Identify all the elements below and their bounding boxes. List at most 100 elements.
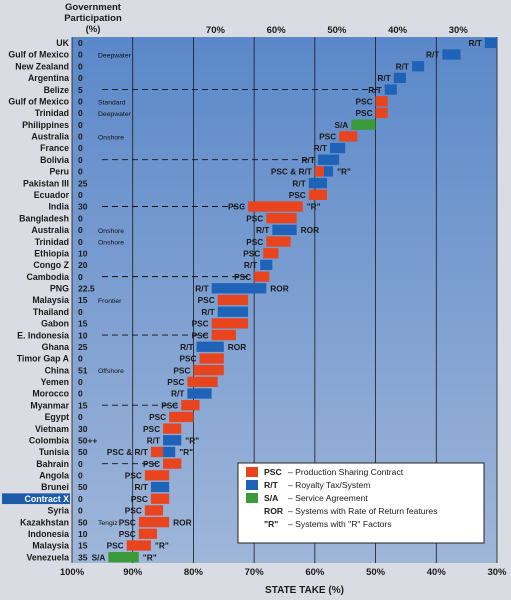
ror-annotation: ROR: [228, 342, 246, 352]
participation-value: 0: [78, 377, 83, 387]
country-label: Gabon: [41, 319, 69, 329]
bar-psc: [339, 131, 358, 142]
bar-psc: [193, 364, 224, 376]
country-label: E. Indonesia: [17, 330, 69, 340]
x-tick-label-top: 70%: [206, 25, 226, 36]
bar-type-label: PSC: [107, 541, 124, 551]
r-factor-annotation: "R": [155, 541, 169, 551]
bar-psc: [187, 376, 218, 387]
country-label: Brunei: [41, 482, 69, 492]
country-label: Colombia: [29, 435, 69, 445]
participation-value: 15: [78, 319, 88, 329]
country-label: France: [40, 143, 69, 153]
country-label: Malaysia: [32, 295, 69, 305]
x-tick-label-bottom: 40%: [427, 567, 447, 578]
bar-s-a: [108, 552, 139, 563]
bar-type-label: R/T: [147, 435, 160, 445]
legend-box: [237, 462, 485, 544]
country-label: Ghana: [42, 342, 69, 352]
participation-value: 15: [78, 295, 88, 305]
participation-value: 0: [78, 389, 83, 399]
participation-value: 0: [78, 354, 83, 364]
country-label: Trinidad: [35, 237, 69, 247]
x-tick-label-top: 40%: [388, 25, 408, 36]
x-tick-label-top: 30%: [449, 25, 469, 36]
bar-r-t: [163, 435, 182, 446]
country-label: Yemen: [41, 377, 69, 387]
participation-value: 20: [78, 260, 88, 270]
legend-swatch-psc: [246, 467, 258, 477]
legend-code: ROR: [264, 506, 284, 516]
bar-r-t: [308, 177, 327, 189]
country-label: Vietnam: [35, 424, 69, 434]
bar-type-label: R/T: [171, 389, 184, 399]
country-label: Ethiopia: [34, 248, 69, 258]
bar-psc: [375, 96, 388, 107]
legend-code: PSC: [264, 467, 282, 477]
bar-type-label: PSC: [356, 96, 373, 106]
legend-code: R/T: [264, 480, 279, 490]
row-note: Deepwater: [98, 53, 132, 60]
r-factor-annotation: "R": [307, 202, 321, 212]
x-tick-label-bottom: 50%: [366, 567, 386, 578]
bar-psc: [144, 470, 170, 481]
bar-r-t: [330, 142, 346, 154]
country-label: Syria: [47, 506, 69, 516]
row-note: Offshore: [98, 368, 124, 375]
bar-type-label: R/T: [135, 482, 148, 492]
row-note: Tengiz: [98, 520, 118, 527]
participation-value: 0: [78, 190, 83, 200]
participation-value: 35: [78, 552, 88, 562]
bar-type-label: PSC & R/T: [107, 447, 148, 457]
bar-type-label: PSC: [246, 237, 263, 247]
participation-value: 0: [78, 96, 83, 106]
bar-r-t: [211, 283, 267, 294]
bar-psc: [181, 400, 200, 411]
participation-value: 0: [78, 50, 83, 60]
participation-value: 25: [78, 178, 88, 188]
bar-r-t: [384, 84, 397, 95]
country-label: Thailand: [33, 307, 69, 317]
row-note: Deepwater: [98, 111, 132, 118]
participation-value: 0: [78, 108, 83, 118]
legend-code: "R": [264, 519, 278, 529]
legend-code: S/A: [264, 493, 278, 503]
row-note: Onshore: [98, 240, 124, 247]
bar-psc: [144, 505, 164, 516]
bar-type-label: PSC: [289, 190, 306, 200]
participation-value: 0: [78, 120, 83, 130]
bar-type-label: R/T: [244, 260, 257, 270]
bar-psc: [169, 411, 194, 423]
bar-r-t: [260, 259, 273, 271]
x-tick-label-bottom: 60%: [305, 567, 325, 578]
row-note: Onshore: [98, 228, 124, 235]
bar-type-label: R/T: [195, 284, 208, 294]
bar-r-t: [412, 61, 425, 72]
bar-type-label: PSC: [119, 529, 136, 539]
country-label: Timor Gap A: [17, 354, 70, 364]
header-line-1: Government: [65, 2, 121, 13]
bar-r-t: [442, 49, 461, 60]
bar-type-label: R/T: [377, 73, 390, 83]
participation-value: 5: [78, 85, 83, 95]
participation-value: 0: [78, 213, 83, 223]
country-label: Kazakhstan: [20, 517, 69, 527]
bar-r-t: [393, 72, 406, 84]
bar-type-label: PSC: [125, 471, 142, 481]
bar-psc: [314, 166, 324, 177]
bar-psc: [217, 294, 249, 306]
country-label: Bahrain: [36, 459, 69, 469]
country-label: Australia: [31, 225, 69, 235]
participation-value: 0: [78, 225, 83, 235]
participation-value: 0: [78, 132, 83, 142]
bar-type-label: S/A: [334, 120, 348, 130]
country-label: Congo Z: [33, 260, 69, 270]
participation-value: 0: [78, 61, 83, 71]
legend-desc: – Service Agreement: [288, 493, 368, 503]
bar-type-label: PSC: [161, 400, 178, 410]
bar-type-label: PSC: [149, 412, 166, 422]
bar-psc: [138, 528, 157, 539]
x-tick-label-bottom: 70%: [245, 567, 265, 578]
bar-type-label: PSC: [192, 330, 209, 340]
